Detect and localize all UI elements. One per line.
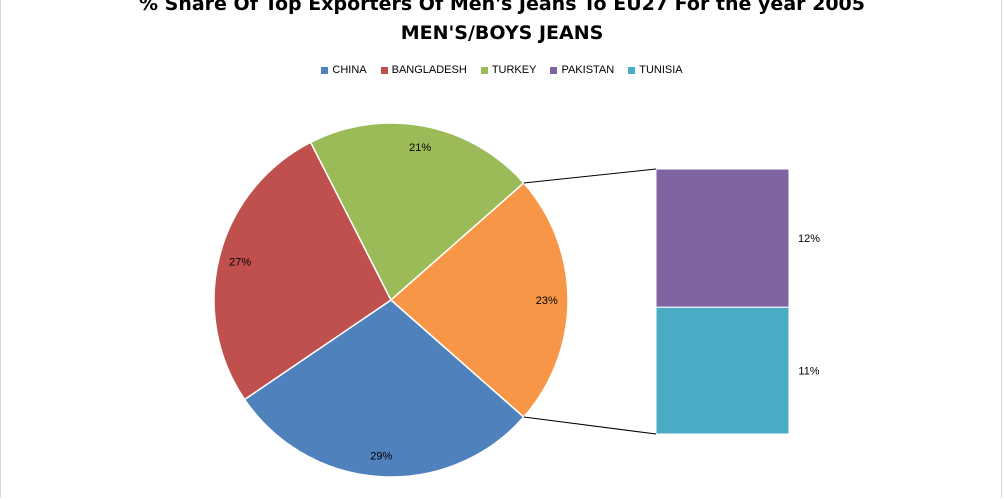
legend-swatch (380, 66, 388, 74)
chart-legend: CHINA BANGLADESH TURKEY PAKISTAN TUNISIA (0, 64, 1004, 76)
chart-title: % Share Of Top Exporters Of Men's Jeans … (138, 0, 866, 15)
legend-label: TUNISIA (639, 64, 683, 76)
legend-swatch (628, 66, 636, 74)
slice-turkey (309, 122, 525, 302)
legend-item-bangladesh: BANGLADESH (380, 64, 467, 76)
slice-china-label: 29% (370, 450, 392, 462)
slice-turkey-label: 21% (409, 142, 431, 154)
bar-segment-pakistan-label: 12% (798, 233, 820, 245)
slice-bangladesh-label: 27% (229, 256, 251, 268)
connector-line-top (523, 168, 657, 184)
legend-item-china: CHINA (321, 64, 367, 76)
legend-label: TURKEY (491, 64, 537, 76)
bar-segment-tunisia (655, 306, 790, 435)
legend-swatch (550, 66, 558, 74)
slice-other-label: 23% (536, 295, 558, 307)
chart-subtitle: MEN'S/BOYS JEANS (400, 22, 604, 44)
legend-item-turkey: TURKEY (480, 64, 537, 76)
legend-label: CHINA (332, 64, 367, 76)
connector-line-bottom (523, 416, 657, 435)
slice-china (243, 299, 525, 478)
legend-label: BANGLADESH (391, 64, 467, 76)
slice-other (389, 181, 569, 419)
bar-segment-pakistan (655, 168, 790, 308)
legend-swatch (321, 66, 329, 74)
legend-swatch (480, 66, 488, 74)
bar-segment-tunisia-label: 11% (798, 366, 819, 378)
legend-label: PAKISTAN (561, 64, 615, 76)
legend-item-pakistan: PAKISTAN (550, 64, 614, 76)
legend-item-tunisia: TUNISIA (628, 64, 683, 76)
slice-bangladesh (213, 141, 392, 401)
